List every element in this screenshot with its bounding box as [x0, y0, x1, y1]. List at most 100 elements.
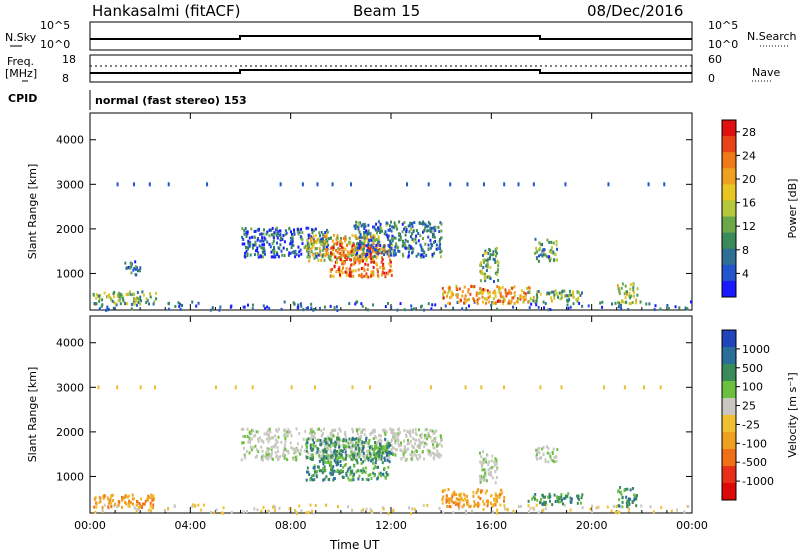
data-pixel [464, 497, 466, 501]
data-pixel [103, 494, 106, 498]
data-pixel [379, 471, 382, 475]
data-pixel [272, 255, 275, 259]
data-pixel-ground [213, 511, 216, 515]
data-pixel [353, 250, 356, 254]
data-pixel [368, 473, 371, 477]
data-pixel [513, 285, 516, 289]
data-pixel-ground [541, 509, 544, 513]
data-pixel-ground [648, 302, 651, 306]
data-pixel [389, 253, 392, 257]
data-pixel [355, 470, 358, 474]
data-pixel [317, 237, 320, 241]
data-pixel-ground [423, 308, 426, 312]
data-pixel [511, 296, 514, 300]
data-pixel-ground [222, 511, 225, 515]
data-pixel [129, 266, 132, 270]
data-pixel-ground [529, 506, 532, 510]
data-pixel [310, 250, 313, 254]
data-pixel [357, 440, 360, 444]
data-pixel [353, 438, 356, 441]
data-pixel [436, 449, 439, 453]
data-pixel [373, 260, 376, 264]
data-pixel-ground [544, 507, 547, 511]
data-pixel [462, 492, 465, 496]
data-pixel-ground [547, 308, 550, 312]
data-pixel [358, 235, 361, 239]
data-pixel [482, 450, 484, 454]
data-pixel [290, 446, 293, 450]
colorbar-segment [722, 330, 736, 348]
data-pixel [334, 456, 337, 460]
data-pixel [622, 300, 625, 304]
data-pixel [142, 502, 144, 506]
data-pixel [414, 431, 417, 435]
data-pixel [398, 220, 401, 224]
data-pixel [483, 468, 486, 472]
data-pixel [245, 249, 248, 253]
data-pixel [414, 453, 417, 457]
data-pixel-3000km [290, 385, 293, 390]
data-pixel [260, 439, 263, 442]
data-pixel [487, 468, 490, 472]
data-pixel [384, 437, 387, 441]
data-pixel [393, 236, 396, 240]
data-pixel [419, 434, 422, 438]
data-pixel [556, 495, 558, 499]
data-pixel [356, 469, 359, 473]
data-pixel [256, 249, 258, 253]
data-pixel [306, 239, 309, 243]
data-pixel [508, 289, 511, 293]
data-pixel [133, 292, 135, 296]
data-pixel [461, 290, 464, 294]
data-pixel [274, 254, 277, 258]
data-pixel [323, 235, 326, 238]
data-pixel [135, 273, 138, 277]
data-pixel [411, 453, 414, 457]
data-pixel [273, 445, 276, 449]
data-pixel [294, 447, 297, 451]
data-pixel [263, 432, 266, 436]
data-pixel [335, 453, 338, 457]
data-pixel [133, 266, 136, 270]
data-pixel [329, 247, 332, 251]
data-pixel [340, 253, 343, 257]
data-pixel [408, 230, 411, 234]
data-pixel [541, 493, 544, 497]
data-pixel [631, 301, 634, 305]
data-pixel [333, 477, 336, 480]
data-pixel [462, 503, 465, 507]
data-pixel [370, 244, 373, 248]
data-pixel [386, 235, 389, 239]
data-pixel [285, 449, 288, 453]
data-pixel [481, 295, 484, 299]
data-pixel [316, 470, 319, 473]
data-pixel [402, 240, 405, 244]
data-pixel [346, 250, 349, 254]
data-pixel [242, 238, 245, 241]
data-pixel [354, 261, 357, 265]
data-pixel [128, 499, 131, 503]
data-pixel-ground [299, 302, 302, 306]
data-pixel-ground [260, 509, 263, 513]
data-pixel [337, 436, 340, 440]
data-pixel [241, 227, 244, 231]
data-pixel [374, 445, 376, 448]
data-pixel [411, 444, 414, 448]
data-pixel [321, 433, 323, 437]
data-pixel [404, 233, 407, 237]
data-pixel [343, 463, 346, 467]
data-pixel [369, 473, 372, 476]
data-pixel [488, 300, 491, 304]
data-pixel-ground [645, 302, 648, 306]
data-pixel [275, 231, 278, 235]
data-pixel [555, 239, 558, 243]
data-pixel-3000km [503, 182, 506, 187]
data-pixel [472, 297, 475, 301]
data-pixel [295, 455, 298, 459]
data-pixel [511, 286, 514, 290]
data-pixel [377, 235, 380, 239]
data-pixel [370, 274, 372, 278]
data-pixel [347, 454, 349, 457]
colorbar-tick-label: -500 [742, 456, 767, 469]
data-pixel [383, 253, 386, 256]
